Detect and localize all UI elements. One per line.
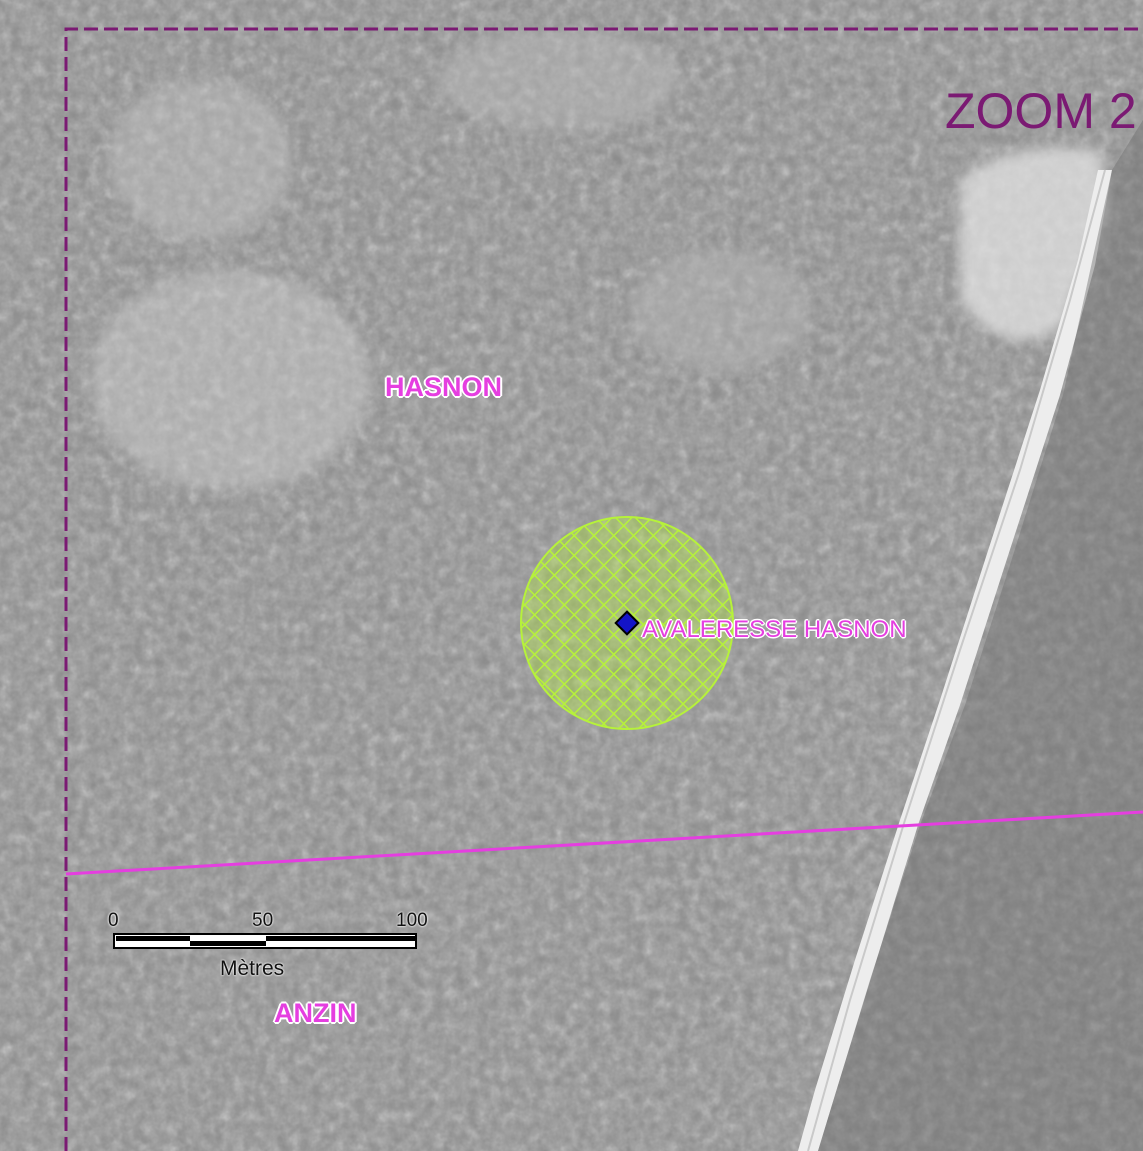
eastern-woods [818,120,1143,1151]
scale-unit: Mètres [220,957,285,980]
road [798,170,1112,1151]
commune-label-anzin: ANZIN [274,998,357,1028]
commune-boundary [65,810,1143,876]
map-frame [64,27,1143,1151]
road-edge [807,169,1106,1151]
scale-tick-100: 100 [396,910,428,931]
site-label: AVALERESSE HASNON [642,616,907,643]
site-marker-icon [614,610,640,636]
scale-tick-50: 50 [252,910,274,931]
zoom-label: ZOOM 2 [945,83,1137,139]
scale-bar [113,933,417,949]
commune-label-hasnon: HASNON [385,372,503,402]
scale-tick-0: 0 [108,910,119,931]
light-tree-patches [90,30,810,490]
